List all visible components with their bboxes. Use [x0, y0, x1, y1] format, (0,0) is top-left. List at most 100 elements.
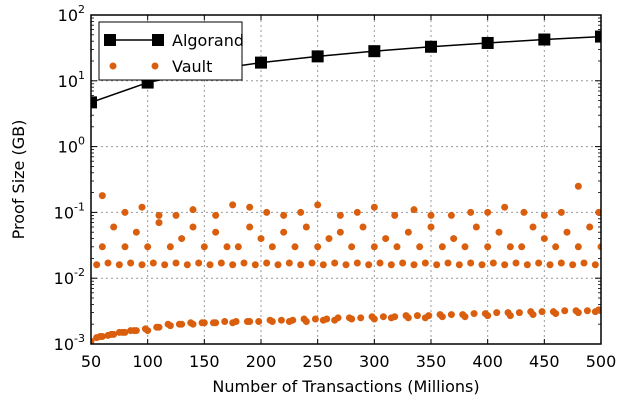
vault-point — [557, 259, 565, 267]
vault-point — [217, 259, 225, 267]
vault-point — [155, 219, 163, 227]
vault-point — [121, 208, 129, 216]
x-tick-label: 300 — [359, 352, 390, 371]
vault-point — [540, 211, 548, 219]
vault-point — [166, 243, 174, 251]
plot-frame — [90, 14, 602, 345]
vault-point — [189, 223, 197, 231]
vault-point — [410, 206, 418, 214]
vault-point — [353, 208, 361, 216]
vault-point — [546, 261, 554, 269]
legend-square-marker — [152, 34, 164, 46]
legend-label: Algorand — [172, 31, 244, 50]
vault-point — [257, 235, 265, 243]
vault-point — [107, 330, 115, 338]
vault-point — [470, 310, 478, 318]
vault-point — [387, 261, 395, 269]
vault-point — [425, 312, 433, 320]
vault-point — [357, 314, 365, 322]
legend-dot-marker — [109, 62, 117, 70]
vault-point — [251, 261, 259, 269]
vault-point — [153, 323, 161, 331]
vault-point — [96, 333, 104, 341]
vault-point — [574, 182, 582, 190]
vault-point — [595, 208, 601, 216]
vault-point — [246, 223, 254, 231]
legend-entry-vault: Vault — [109, 57, 212, 76]
vault-point — [478, 261, 486, 269]
x-tick-label: 450 — [529, 352, 560, 371]
vault-point — [399, 259, 407, 267]
algorand-point — [481, 36, 494, 49]
vault-point — [155, 211, 163, 219]
vault-point — [144, 243, 152, 251]
vault-point — [515, 309, 523, 317]
vault-point — [597, 243, 601, 251]
y-tick-label: 100 — [58, 135, 85, 157]
vault-point — [183, 261, 191, 269]
y-tick-label: 10-3 — [54, 332, 85, 354]
vault-point — [200, 243, 208, 251]
vault-point — [563, 228, 571, 236]
vault-point — [280, 211, 288, 219]
x-tick-label: 150 — [189, 352, 220, 371]
vault-point — [187, 319, 195, 327]
vault-point — [481, 310, 489, 318]
vault-point — [274, 261, 282, 269]
vault-point — [370, 243, 378, 251]
vault-point — [323, 315, 331, 323]
vault-point — [518, 243, 526, 251]
vault-point — [421, 259, 429, 267]
vault-point — [172, 211, 180, 219]
y-tick-label: 101 — [58, 69, 85, 91]
vault-point — [138, 203, 146, 211]
vault-point — [232, 317, 240, 325]
vault-point — [467, 208, 475, 216]
vault-point — [527, 308, 535, 316]
vault-point — [540, 235, 548, 243]
legend: Algorand Vault — [98, 21, 244, 81]
vault-point — [353, 259, 361, 267]
legend-entry-algorand: Algorand — [104, 31, 244, 50]
vault-point — [495, 228, 503, 236]
x-tick-label: 350 — [416, 352, 447, 371]
vault-point — [336, 228, 344, 236]
vault-point — [484, 208, 492, 216]
vault-point — [538, 308, 546, 316]
vault-point — [391, 313, 399, 321]
x-axis-label: Number of Transactions (Millions) — [212, 377, 479, 396]
vault-point — [391, 211, 399, 219]
vault-point — [297, 261, 305, 269]
vault-point — [141, 325, 149, 333]
vault-point — [314, 243, 322, 251]
algorand-point — [368, 45, 381, 58]
vault-point — [393, 243, 401, 251]
vault-point — [501, 261, 509, 269]
vault-point — [314, 201, 322, 209]
vault-point — [450, 235, 458, 243]
vault-point — [345, 314, 353, 322]
vault-point — [206, 261, 214, 269]
vault-point — [382, 235, 390, 243]
algorand-point — [538, 33, 551, 46]
vault-point — [523, 261, 531, 269]
vault-point — [368, 313, 376, 321]
vault-point — [586, 223, 594, 231]
vault-point — [138, 261, 146, 269]
vault-point — [246, 203, 254, 211]
vault-point — [444, 259, 452, 267]
x-tick-labels: 50 100 150 200 250 300 350 400 450 500 — [81, 352, 616, 371]
vault-point — [413, 312, 421, 320]
vault-point — [93, 261, 101, 269]
vault-point — [472, 223, 480, 231]
x-tick-label: 50 — [81, 352, 101, 371]
vault-point — [229, 261, 237, 269]
vault-point — [127, 259, 135, 267]
vault-point — [427, 211, 435, 219]
vault-point — [529, 223, 537, 231]
legend-square-marker — [104, 34, 116, 46]
vault-point — [506, 243, 514, 251]
algorand-point — [595, 30, 601, 43]
vault-point — [404, 228, 412, 236]
